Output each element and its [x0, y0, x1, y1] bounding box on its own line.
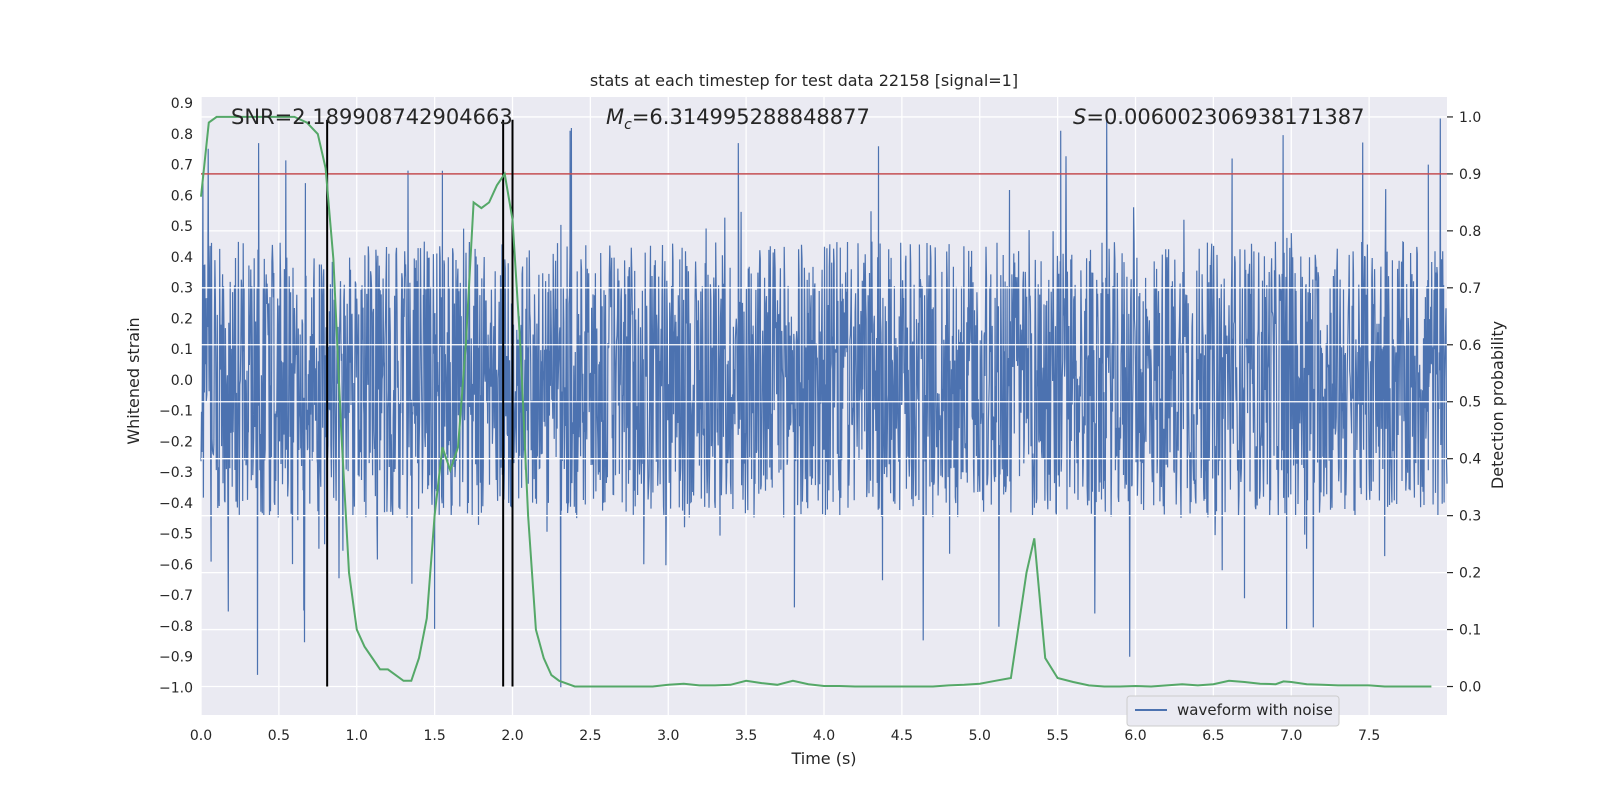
x-axis-label: Time (s) — [790, 749, 856, 768]
y-tick-label: −0.7 — [159, 588, 193, 604]
x-tick-label: 5.0 — [969, 728, 991, 744]
x-tick-label: 2.0 — [501, 728, 523, 744]
y-tick-label: −0.1 — [159, 404, 193, 420]
x-tick-label: 5.5 — [1046, 728, 1068, 744]
chirp-mass-value: =6.314995288848877 — [632, 105, 870, 129]
s-symbol: S — [1073, 105, 1086, 129]
x-tick-label: 3.5 — [735, 728, 757, 744]
chirp-mass-symbol: M — [606, 105, 624, 129]
y2-axis-ticks: 1.0 0.9 0.8 0.7 0.6 0.5 0.4 0.3 0.2 0.1 0.0 — [1447, 110, 1481, 696]
chirp-mass-annotation: Mc=6.314995288848877 — [606, 105, 870, 133]
x-tick-label: 1.5 — [423, 728, 445, 744]
waveform-line — [200, 118, 1448, 688]
y2-tick-label: 0.8 — [1459, 224, 1481, 240]
y-tick-label: 0.7 — [171, 158, 193, 174]
y-tick-label: −0.2 — [159, 434, 193, 450]
y2-tick-label: 0.6 — [1459, 338, 1481, 354]
y-tick-label: 0.3 — [171, 281, 193, 297]
y-tick-label: 0.2 — [171, 311, 193, 327]
legend-label: waveform with noise — [1177, 701, 1333, 719]
y-tick-label: 0.1 — [171, 342, 193, 358]
legend: waveform with noise — [1126, 695, 1340, 727]
y2-tick-label: 0.5 — [1459, 395, 1481, 411]
y-tick-label: −1.0 — [159, 680, 193, 696]
y-axis-ticks: 0.9 0.8 0.7 0.6 0.5 0.4 0.3 0.2 0.1 0.0 −0.1 −0.2 −0… — [159, 96, 193, 696]
y-tick-label: −0.9 — [159, 650, 193, 666]
x-tick-label: 3.0 — [657, 728, 679, 744]
x-tick-label: 7.5 — [1358, 728, 1380, 744]
y-tick-label: 0.5 — [171, 219, 193, 235]
y-tick-label: 0.9 — [171, 96, 193, 112]
y2-tick-label: 0.2 — [1459, 566, 1481, 582]
y2-tick-label: 0.3 — [1459, 509, 1481, 525]
y-tick-label: 0.4 — [171, 250, 193, 266]
x-tick-label: 4.0 — [813, 728, 835, 744]
x-tick-label: 0.0 — [190, 728, 212, 744]
probability-line — [200, 115, 1432, 688]
y2-tick-label: 0.0 — [1459, 680, 1481, 696]
y-tick-label: −0.3 — [159, 465, 193, 481]
x-tick-label: 1.0 — [346, 728, 368, 744]
y-axis-label: Whitened strain — [124, 317, 143, 444]
y-tick-label: −0.5 — [159, 527, 193, 543]
chart-title: stats at each timestep for test data 221… — [590, 71, 1018, 90]
y-tick-label: 0.6 — [171, 188, 193, 204]
y2-tick-label: 0.9 — [1459, 167, 1481, 183]
x-tick-label: 7.0 — [1280, 728, 1302, 744]
s-annotation: S=0.006002306938171387 — [1073, 105, 1364, 129]
detection-probability-series — [200, 115, 1432, 688]
legend-box — [1126, 695, 1340, 727]
y-tick-label: 0.8 — [171, 127, 193, 143]
x-tick-label: 6.0 — [1124, 728, 1146, 744]
chirp-mass-subscript: c — [624, 117, 632, 133]
y2-tick-label: 0.1 — [1459, 623, 1481, 639]
x-tick-label: 0.5 — [268, 728, 290, 744]
y-tick-label: 0.0 — [171, 373, 193, 389]
x-tick-label: 4.5 — [891, 728, 913, 744]
snr-annotation: SNR=2.189908742904663 — [231, 105, 513, 129]
y-tick-label: −0.4 — [159, 496, 193, 512]
y2-axis-label: Detection probability — [1488, 321, 1507, 489]
y2-tick-label: 0.4 — [1459, 452, 1481, 468]
y2-tick-label: 0.7 — [1459, 281, 1481, 297]
x-tick-label: 2.5 — [579, 728, 601, 744]
plot-area — [200, 97, 1448, 715]
s-value: =0.006002306938171387 — [1086, 105, 1364, 129]
x-axis-ticks: 0.0 0.5 1.0 1.5 2.0 2.5 3.0 3.5 4.0 4.5 5.0 5.5 6.0 6… — [190, 728, 1380, 744]
y-tick-label: −0.8 — [159, 619, 193, 635]
waveform-series — [200, 118, 1448, 688]
x-tick-label: 6.5 — [1202, 728, 1224, 744]
y2-tick-label: 1.0 — [1459, 110, 1481, 126]
y-tick-label: −0.6 — [159, 557, 193, 573]
